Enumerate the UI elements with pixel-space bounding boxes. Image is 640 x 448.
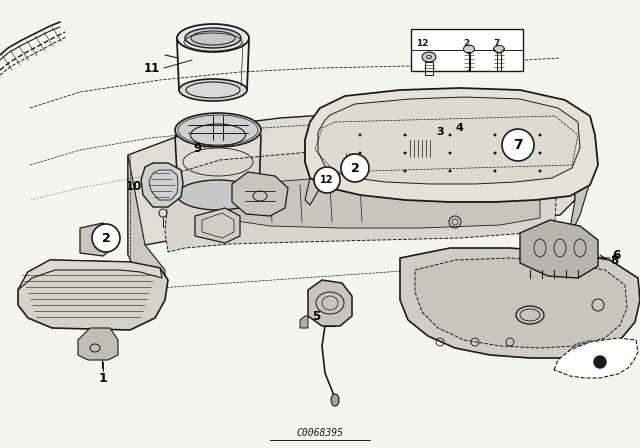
Ellipse shape [175, 113, 261, 147]
Text: 3: 3 [436, 127, 444, 137]
Polygon shape [141, 163, 183, 207]
Text: 5: 5 [312, 310, 320, 323]
Polygon shape [554, 338, 638, 378]
Ellipse shape [422, 52, 436, 62]
Text: 2: 2 [102, 232, 110, 245]
Ellipse shape [177, 180, 259, 210]
Polygon shape [18, 260, 168, 330]
Circle shape [594, 356, 606, 368]
Polygon shape [405, 110, 480, 160]
Polygon shape [394, 137, 420, 174]
Polygon shape [80, 223, 113, 256]
Bar [411, 29, 523, 71]
Circle shape [358, 169, 362, 172]
Polygon shape [195, 208, 240, 243]
Ellipse shape [493, 46, 504, 52]
Circle shape [493, 169, 497, 172]
Polygon shape [232, 172, 288, 216]
Circle shape [538, 169, 541, 172]
Text: 7: 7 [513, 138, 523, 152]
Text: 11: 11 [144, 61, 160, 74]
Circle shape [314, 167, 340, 193]
Circle shape [358, 151, 362, 155]
Text: 12: 12 [416, 39, 429, 48]
Polygon shape [342, 126, 402, 166]
Circle shape [493, 134, 497, 137]
Circle shape [449, 169, 451, 172]
Text: 12: 12 [320, 175, 333, 185]
Text: 2: 2 [351, 161, 360, 175]
Polygon shape [305, 108, 330, 205]
Text: 9: 9 [194, 142, 202, 155]
Text: 6: 6 [612, 249, 620, 262]
Text: C0068395: C0068395 [296, 428, 344, 438]
Text: 2: 2 [463, 39, 469, 48]
Ellipse shape [179, 79, 247, 101]
Circle shape [403, 169, 406, 172]
Circle shape [358, 134, 362, 137]
Circle shape [403, 134, 406, 137]
Ellipse shape [463, 45, 474, 53]
Polygon shape [400, 248, 640, 358]
Circle shape [341, 154, 369, 182]
Circle shape [493, 151, 497, 155]
Polygon shape [308, 280, 352, 326]
Polygon shape [305, 88, 598, 202]
Polygon shape [520, 220, 598, 278]
Polygon shape [300, 316, 308, 328]
Ellipse shape [185, 28, 241, 48]
Polygon shape [78, 328, 118, 360]
Polygon shape [415, 258, 627, 348]
Circle shape [538, 151, 541, 155]
Text: 10: 10 [125, 180, 142, 193]
Polygon shape [128, 155, 165, 295]
Polygon shape [230, 174, 540, 228]
Polygon shape [165, 147, 558, 252]
Circle shape [92, 224, 120, 252]
Ellipse shape [177, 24, 249, 52]
Polygon shape [18, 260, 162, 290]
Polygon shape [128, 110, 575, 255]
Circle shape [538, 134, 541, 137]
Circle shape [502, 129, 534, 161]
Circle shape [403, 151, 406, 155]
Text: 1: 1 [99, 371, 108, 384]
Text: 4: 4 [455, 123, 463, 133]
Polygon shape [318, 97, 580, 184]
Circle shape [449, 151, 451, 155]
Ellipse shape [331, 394, 339, 406]
Text: 8: 8 [610, 254, 618, 267]
Polygon shape [568, 125, 592, 240]
Text: 7: 7 [493, 39, 499, 48]
Circle shape [449, 134, 451, 137]
